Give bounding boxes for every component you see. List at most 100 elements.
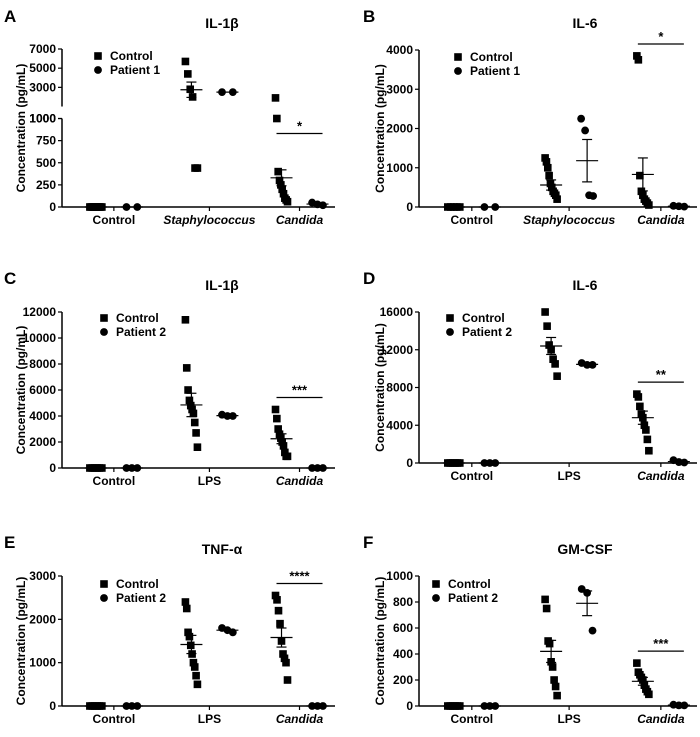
y-axis-label: Concentration (pg/mL) (373, 64, 387, 193)
legend-label: Patient 2 (462, 325, 512, 339)
y-tick-label: 3000 (386, 82, 413, 96)
legend-label: Patient 2 (116, 591, 166, 605)
y-tick-label: 12000 (23, 305, 57, 319)
legend-label: Control (462, 311, 505, 325)
data-point (279, 189, 288, 198)
data-point (640, 421, 649, 430)
data-point (274, 167, 282, 176)
y-tick-label: 250 (36, 178, 56, 192)
legend-marker (100, 580, 108, 588)
data-point (546, 179, 555, 188)
y-tick-label: 2000 (29, 612, 56, 626)
series-control (442, 308, 654, 467)
y-tick-label: 8000 (386, 381, 413, 395)
x-tick-label: LPS (557, 469, 580, 483)
significance-label: **** (289, 569, 310, 584)
data-point (181, 57, 190, 66)
data-point (273, 114, 281, 123)
data-point (192, 671, 200, 680)
y-axis-label: Concentration (pg/mL) (14, 326, 28, 455)
series-patient-1 (120, 88, 329, 211)
legend-label: Patient 1 (110, 63, 160, 77)
y-tick-label: 12000 (380, 343, 414, 357)
data-point (549, 355, 557, 363)
y-axis-label: Concentration (pg/mL) (14, 577, 28, 706)
x-tick-label: Control (450, 712, 493, 726)
x-tick-label: Candida (637, 469, 685, 483)
legend-label: Control (448, 577, 491, 591)
data-point (636, 402, 644, 411)
panel-letter: B (363, 7, 375, 26)
data-point (278, 438, 286, 446)
data-point (181, 316, 190, 324)
legend-item: Control (454, 50, 513, 64)
significance-label: * (297, 119, 303, 134)
data-point (551, 682, 560, 691)
x-tick-label: LPS (198, 474, 221, 488)
y-tick-label: 1000 (386, 569, 413, 583)
data-point (184, 386, 192, 394)
x-tick-label: Control (450, 469, 493, 483)
y-tick-label: 8000 (29, 357, 56, 371)
y-tick-label: 0 (406, 456, 413, 470)
legend-item: Control (100, 311, 159, 325)
data-point (280, 654, 289, 663)
data-point (634, 393, 643, 401)
y-axis-label: Concentration (pg/mL) (373, 577, 387, 706)
data-point (541, 595, 549, 604)
legend-item: Control (94, 49, 153, 63)
y-axis-label: Concentration (pg/mL) (373, 323, 387, 452)
data-point (680, 458, 689, 467)
legend-item: Control (100, 577, 159, 591)
data-point (277, 181, 285, 189)
series-patient-1 (478, 114, 690, 211)
data-point (639, 191, 647, 200)
panel-letter: E (4, 533, 15, 552)
data-point (553, 372, 561, 380)
data-point (193, 443, 202, 451)
data-point (190, 418, 199, 427)
series-patient-2 (120, 624, 329, 710)
data-point (278, 185, 286, 194)
x-tick-label: LPS (557, 712, 580, 726)
panel-title: TNF-α (202, 541, 243, 557)
legend-item: Patient 1 (454, 64, 520, 78)
legend-marker (454, 67, 462, 75)
x-tick-label: Candida (637, 712, 685, 726)
data-point (190, 663, 199, 671)
legend-marker (100, 594, 108, 602)
data-point (588, 626, 597, 635)
y-tick-label: 3000 (29, 80, 56, 94)
data-point (643, 435, 652, 444)
legend-item: Patient 1 (94, 63, 160, 77)
y-tick-label: 3000 (29, 569, 56, 583)
x-tick-label: LPS (198, 712, 221, 726)
legend-marker (454, 53, 462, 61)
data-point (271, 405, 280, 414)
legend-label: Control (116, 311, 159, 325)
y-tick-label: 6000 (29, 383, 56, 397)
data-point (274, 606, 283, 615)
data-point (645, 446, 653, 455)
legend-label: Control (110, 49, 153, 63)
legend-item: Patient 2 (446, 325, 512, 339)
legend-item: Control (432, 577, 491, 591)
data-point (188, 405, 196, 414)
data-point (193, 680, 202, 689)
data-point (319, 201, 327, 210)
y-tick-label: 1000 (386, 161, 413, 175)
data-point (283, 197, 292, 206)
series-patient-2 (120, 410, 329, 472)
data-point (581, 126, 590, 135)
y-tick-label: 0 (49, 699, 56, 713)
y-tick-label: 1000 (29, 112, 56, 126)
panel-f: F GM-CSF Concentration (pg/mL) 0 200 400 600 80… (363, 533, 697, 726)
y-tick-label: 4000 (29, 409, 56, 423)
legend-label: Patient 2 (448, 591, 498, 605)
panel-letter: C (4, 269, 16, 288)
y-tick-label: 200 (393, 673, 413, 687)
data-point (279, 650, 287, 658)
legend-marker (432, 580, 440, 588)
y-axis-label: Concentration (pg/mL) (14, 64, 28, 193)
data-point (633, 52, 641, 60)
